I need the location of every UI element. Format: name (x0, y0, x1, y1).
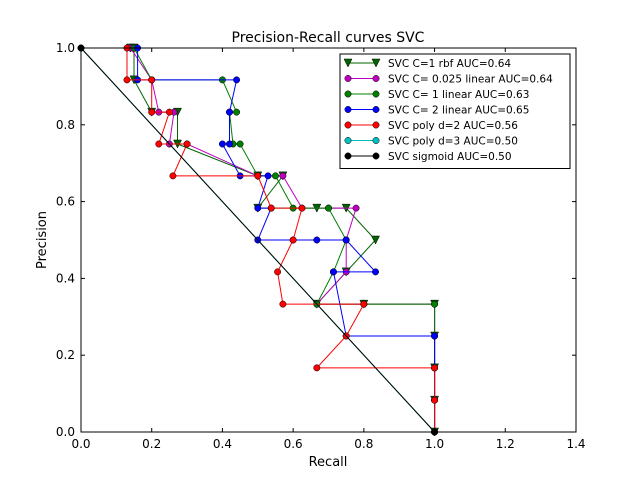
data-point-4-15 (165, 108, 173, 116)
legend-marker-left-6 (344, 152, 352, 160)
data-point-0-8 (371, 235, 380, 245)
legend: SVC C=1 rbf AUC=0.64 SVC C= 0.025 linear … (339, 53, 571, 169)
data-point-1-12 (279, 172, 287, 180)
x-tick-label-2: 0.4 (213, 437, 232, 451)
data-point-1-9 (352, 204, 360, 212)
axes-frame (80, 47, 577, 433)
data-point-4-2 (431, 364, 439, 372)
y-tick-label-4: 0.8 (56, 118, 75, 132)
x-tick-label-6: 1.2 (496, 437, 515, 451)
legend-label-0: SVC C=1 rbf AUC=0.64 (388, 58, 511, 70)
data-point-4-5 (360, 300, 368, 308)
y-tick-label-0: 0.0 (56, 425, 75, 439)
x-tick-label-1: 0.2 (142, 437, 161, 451)
x-axis-label: Recall (309, 455, 348, 470)
data-point-4-10 (267, 204, 275, 212)
data-point-2-11 (272, 172, 279, 180)
data-point-3-8 (313, 236, 321, 244)
y-tick-label-5: 1.0 (56, 41, 75, 55)
y-tick-label-3: 0.6 (56, 195, 75, 209)
legend-label-2: SVC C= 1 linear AUC=0.63 (388, 89, 529, 101)
legend-marker-right-4 (372, 121, 380, 129)
legend-marker-right-2 (372, 90, 380, 98)
data-point-4-9 (298, 204, 306, 212)
data-point-4-7 (274, 268, 282, 276)
x-tick-label-7: 1.4 (566, 437, 585, 451)
data-point-3-12 (254, 204, 262, 212)
legend-marker-left-5 (344, 137, 352, 144)
chart-title: Precision-Recall curves SVC (232, 30, 425, 46)
data-point-4-8 (289, 236, 297, 244)
data-point-2-13 (236, 140, 244, 148)
data-point-4-16 (148, 108, 156, 116)
y-tick-label-2: 0.4 (56, 271, 75, 285)
series-line-6 (80, 47, 435, 433)
data-point-2-4 (431, 300, 439, 308)
data-point-4-1 (431, 396, 439, 404)
data-point-4-3 (313, 364, 321, 372)
legend-marker-right-3 (372, 106, 380, 113)
data-point-4-12 (169, 172, 177, 180)
legend-label-6: SVC sigmoid AUC=0.50 (388, 151, 512, 163)
y-axis: 0.0 0.2 0.4 0.6 0.8 1.0 (56, 41, 576, 439)
y-axis-label: Precision (35, 211, 50, 269)
legend-marker-left-1 (344, 75, 352, 82)
legend-label-3: SVC C= 2 linear AUC=0.65 (388, 105, 529, 117)
legend-marker-left-2 (344, 90, 352, 98)
legend-marker-left-3 (344, 106, 352, 113)
legend-marker-right-5 (372, 137, 380, 144)
x-tick-label-3: 0.6 (284, 437, 303, 451)
x-tick-label-4: 0.8 (354, 437, 373, 451)
data-point-2-16 (233, 108, 241, 116)
x-tick-label-5: 1.0 (425, 437, 444, 451)
legend-marker-right-1 (372, 75, 380, 82)
data-point-4-6 (279, 300, 287, 308)
data-point-3-6 (372, 268, 379, 276)
legend-label-4: SVC poly d=2 AUC=0.56 (388, 120, 518, 132)
data-point-4-13 (183, 140, 191, 148)
data-point-4-14 (155, 140, 163, 148)
data-point-3-13 (264, 172, 272, 180)
data-point-3-3 (431, 332, 439, 340)
legend-marker-left-4 (344, 121, 352, 129)
x-tick-label-0: 0.0 (71, 437, 90, 451)
data-point-3-7 (342, 236, 350, 244)
legend-marker-left-0 (343, 58, 353, 68)
data-point-3-5 (330, 268, 337, 276)
legend-marker-right-0 (371, 58, 381, 68)
data-point-4-17 (148, 76, 156, 84)
series-4 (123, 44, 439, 436)
y-tick-label-1: 0.2 (56, 348, 75, 362)
legend-marker-right-6 (372, 152, 380, 160)
data-point-3-18 (233, 76, 241, 84)
legend-label-5: SVC poly d=3 AUC=0.50 (388, 136, 518, 148)
data-point-3-16 (226, 140, 233, 148)
data-point-2-9 (325, 204, 332, 212)
x-axis: 0.0 0.2 0.4 0.6 0.8 1.0 1.2 1.4 (71, 48, 586, 451)
legend-label-1: SVC C= 0.025 linear AUC=0.64 (388, 74, 553, 86)
data-point-3-15 (218, 140, 226, 148)
data-point-4-18 (123, 76, 131, 84)
data-point-3-17 (226, 108, 233, 116)
data-point-4-11 (254, 172, 262, 180)
